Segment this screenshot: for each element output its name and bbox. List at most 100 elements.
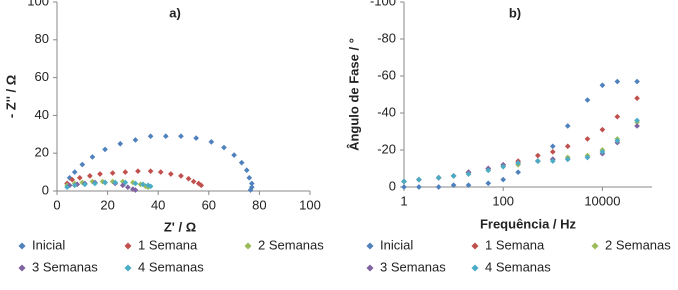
data-point [92,180,98,187]
data-point [132,137,139,143]
y-tick-label: 60 [35,69,49,84]
chart-title: a) [169,5,181,20]
y-tick-label: 100 [27,0,49,8]
data-point [500,163,507,170]
x-tick-label: 60 [202,197,216,212]
data-point [89,154,96,160]
data-point [248,180,255,187]
data-point [147,183,154,190]
legend-marker [244,242,252,250]
data-point [87,173,93,179]
data-point [102,146,108,153]
data-point [535,158,541,164]
legend-marker [124,242,132,250]
data-point [135,168,141,174]
data-point [584,136,591,142]
y-tick-label: 0 [389,178,396,193]
data-point [208,139,215,145]
x-tick-label: 100 [492,193,514,208]
data-point [515,169,521,176]
x-tick-label: 0 [53,197,60,212]
data-point [634,95,640,102]
data-point [122,169,129,175]
chart-title: b) [509,5,521,20]
data-point [564,123,571,129]
data-point [634,123,640,129]
data-point [125,184,131,191]
data-point [549,158,556,164]
data-point [465,182,472,188]
data-point [247,187,254,193]
y-tick-label: -80 [377,30,396,45]
data-point [97,171,103,177]
legend-marker [366,242,374,250]
data-point [614,137,621,144]
legend-label: 2 Semanas [258,237,324,252]
y-tick-label: -20 [377,141,396,156]
data-point [109,170,116,176]
data-point [435,174,442,181]
data-point [416,184,422,190]
data-point [238,159,245,166]
data-point [416,176,422,183]
y-axis-label: Ângulo de Fase / ° [346,38,361,151]
data-point [117,140,124,147]
x-axis-label: Frequência / Hz [480,216,577,231]
data-point [401,178,407,185]
data-point [147,133,154,140]
data-point [515,160,521,166]
data-point [178,133,184,140]
legend-marker [18,242,26,250]
data-point [450,173,457,179]
legend-marker [18,264,26,272]
legend-label: Inicial [32,237,65,252]
data-point [71,169,78,175]
legend-marker [124,264,132,272]
y-tick-label: -40 [377,104,396,119]
x-tick-label: 80 [252,197,266,212]
data-point [185,175,192,182]
legend-label: 4 Semanas [485,259,551,274]
data-point [102,179,108,186]
data-point [112,179,119,186]
data-point [634,117,640,124]
data-point [79,161,86,168]
x-tick-label: 1 [400,193,407,208]
data-point [450,182,457,188]
legend-marker [366,264,374,272]
y-tick-label: 20 [35,145,49,160]
data-point [599,82,606,89]
y-tick-label: -60 [377,67,396,82]
data-point [549,143,556,150]
legend-label: 4 Semanas [138,259,204,274]
data-point [82,181,88,188]
data-point [168,171,174,177]
data-point [564,156,571,163]
legend-label: 1 Semana [138,237,198,252]
data-point [221,144,227,151]
legend-label: 1 Semana [485,237,545,252]
data-point [465,171,472,177]
data-point [246,174,253,181]
data-point [69,176,76,183]
legend-label: 3 Semanas [380,259,446,274]
data-point [64,184,70,191]
legend-label: 3 Semanas [32,259,98,274]
data-point [198,182,205,189]
data-point [140,181,146,188]
data-point [147,168,154,174]
data-point [132,180,139,187]
legend-label: 2 Semanas [605,237,671,252]
data-point [178,173,184,179]
y-tick-label: -100 [370,0,396,8]
data-point [634,78,640,85]
data-point [485,167,492,174]
legend-marker [591,242,599,250]
data-point [549,149,556,155]
data-point [614,78,621,85]
data-point [243,167,250,174]
y-axis-label: - Z'' / Ω [3,75,18,118]
x-tick-label: 40 [151,197,165,212]
data-point [401,184,407,190]
y-tick-label: 80 [35,31,49,46]
